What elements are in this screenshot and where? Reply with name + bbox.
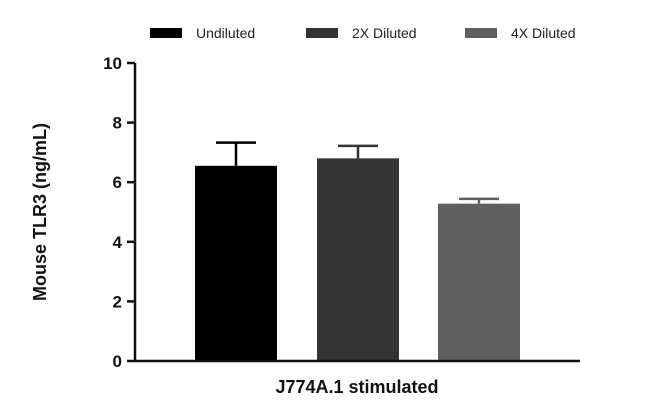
- legend: Undiluted 2X Diluted 4X Diluted: [150, 25, 576, 41]
- legend-swatch: [306, 28, 338, 38]
- legend-label: Undiluted: [196, 25, 255, 41]
- x-axis-title: J774A.1 stimulated: [275, 377, 438, 397]
- legend-swatch: [465, 28, 497, 38]
- y-tick-label: 0: [113, 352, 122, 371]
- y-axis-title: Mouse TLR3 (ng/mL): [30, 123, 50, 301]
- bars: [195, 141, 520, 361]
- bar-2: [438, 203, 520, 361]
- legend-swatch: [150, 28, 182, 38]
- y-tick-label: 6: [113, 173, 122, 192]
- y-tick-label: 2: [113, 292, 122, 311]
- bar-0: [195, 165, 277, 361]
- axes: 0 2 4 6 8 10: [103, 54, 580, 371]
- legend-label: 4X Diluted: [511, 25, 576, 41]
- y-tick-label: 8: [113, 114, 122, 133]
- y-tick-label: 10: [103, 54, 122, 73]
- legend-label: 2X Diluted: [352, 25, 417, 41]
- y-tick-label: 4: [113, 233, 123, 252]
- bar-1: [317, 158, 399, 361]
- y-ticks: 0 2 4 6 8 10: [103, 54, 135, 371]
